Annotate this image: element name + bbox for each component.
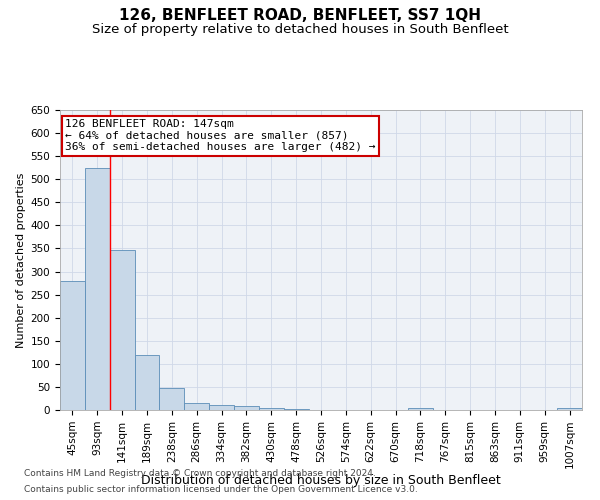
Bar: [259, 408, 284, 410]
Bar: [209, 406, 234, 410]
Y-axis label: Number of detached properties: Number of detached properties: [16, 172, 26, 348]
Bar: [234, 406, 259, 410]
Text: Contains public sector information licensed under the Open Government Licence v3: Contains public sector information licen…: [24, 485, 418, 494]
Text: 126, BENFLEET ROAD, BENFLEET, SS7 1QH: 126, BENFLEET ROAD, BENFLEET, SS7 1QH: [119, 8, 481, 22]
Bar: [184, 402, 209, 410]
Bar: [110, 250, 134, 410]
Bar: [60, 281, 85, 410]
Bar: [408, 408, 433, 410]
X-axis label: Distribution of detached houses by size in South Benfleet: Distribution of detached houses by size …: [141, 474, 501, 487]
Bar: [85, 168, 110, 410]
Bar: [134, 354, 160, 410]
Bar: [284, 409, 308, 410]
Text: Size of property relative to detached houses in South Benfleet: Size of property relative to detached ho…: [92, 22, 508, 36]
Text: Contains HM Land Registry data © Crown copyright and database right 2024.: Contains HM Land Registry data © Crown c…: [24, 468, 376, 477]
Bar: [160, 388, 184, 410]
Text: 126 BENFLEET ROAD: 147sqm
← 64% of detached houses are smaller (857)
36% of semi: 126 BENFLEET ROAD: 147sqm ← 64% of detac…: [65, 119, 376, 152]
Bar: [557, 408, 582, 410]
